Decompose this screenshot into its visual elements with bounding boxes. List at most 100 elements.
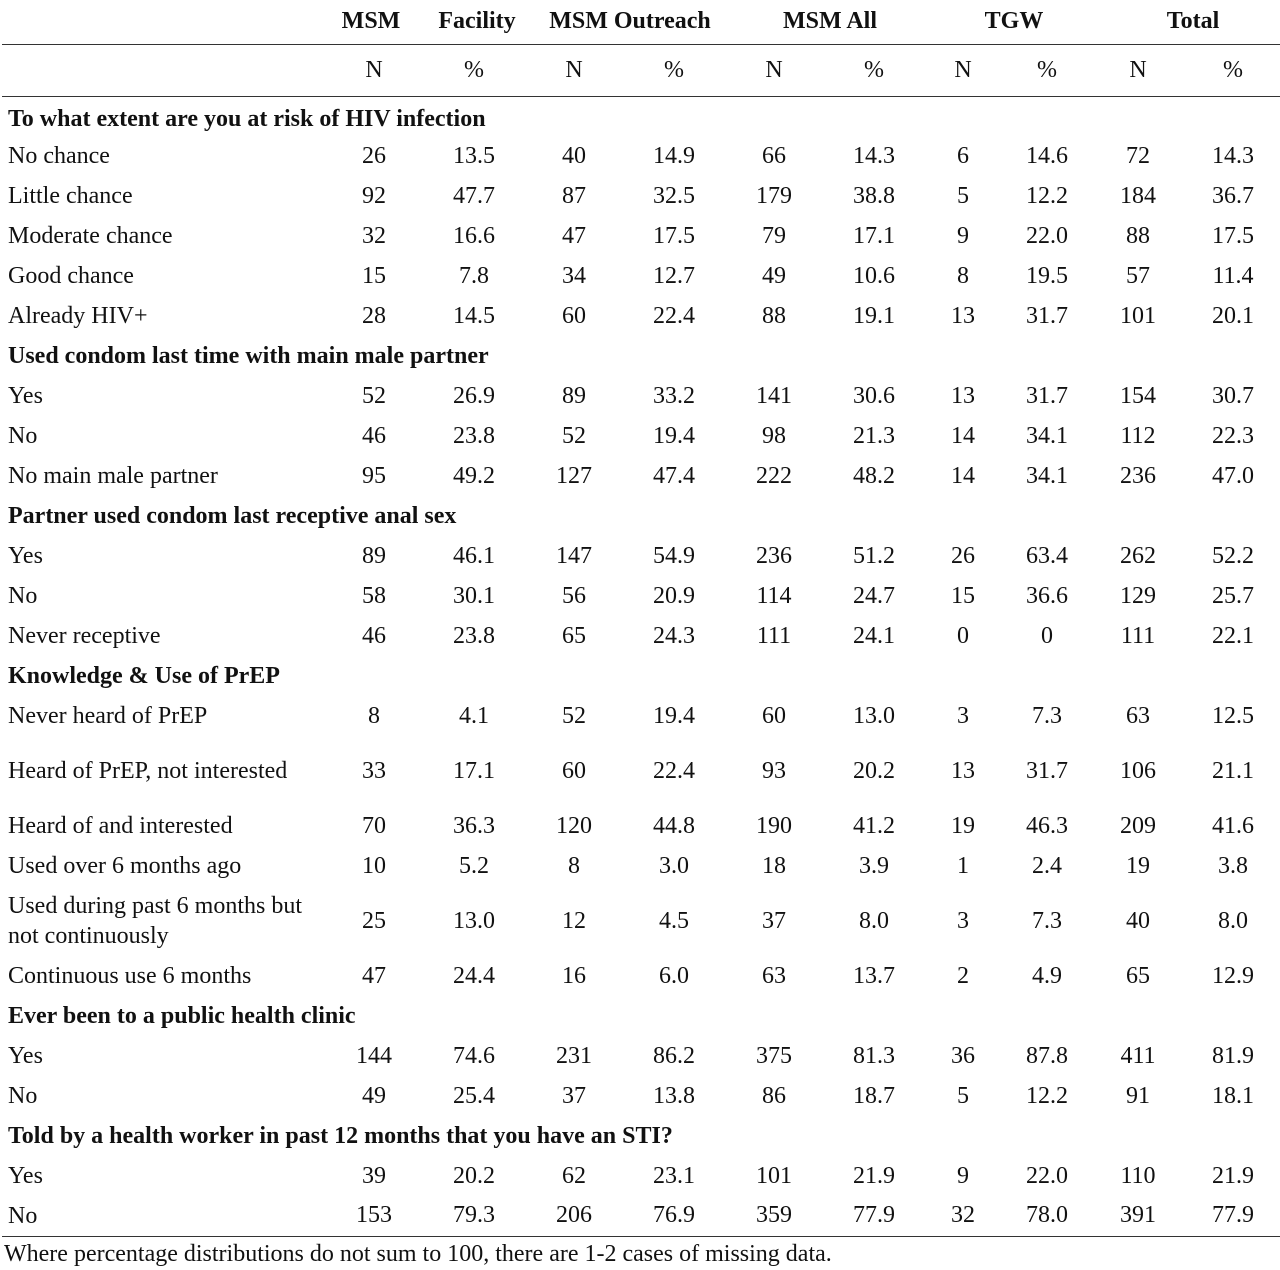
percent-cell: 51.2 xyxy=(853,542,895,569)
percent-cell: 7.8 xyxy=(459,262,489,289)
percent-cell: 5.2 xyxy=(459,852,489,879)
row-label: Yes xyxy=(8,543,43,569)
percent-cell: 23.8 xyxy=(453,422,495,449)
count-cell: 3 xyxy=(957,702,969,729)
header-tgw: TGW xyxy=(930,0,1098,45)
row-label: No xyxy=(8,583,38,609)
percent-cell: 2.4 xyxy=(1032,852,1062,879)
percent-cell: 6.0 xyxy=(659,962,689,989)
count-cell: 129 xyxy=(1120,582,1156,609)
percent-cell: 10.6 xyxy=(853,262,895,289)
count-cell: 47 xyxy=(362,962,386,989)
count-cell: 14 xyxy=(951,462,975,489)
count-cell: 52 xyxy=(362,382,386,409)
count-cell: 65 xyxy=(562,622,586,649)
row-label: Already HIV+ xyxy=(8,303,148,329)
count-cell: 63 xyxy=(1126,702,1150,729)
count-cell: 154 xyxy=(1120,382,1156,409)
percent-cell: 13.5 xyxy=(453,142,495,169)
header-facility: Facility xyxy=(418,0,530,45)
percent-cell: 47.7 xyxy=(453,182,495,209)
section-header-row: Knowledge & Use of PrEP xyxy=(2,656,1280,696)
percent-cell: 14.9 xyxy=(653,142,695,169)
count-cell: 87 xyxy=(562,182,586,209)
count-cell: 112 xyxy=(1120,422,1156,449)
header-total: Total xyxy=(1098,0,1280,45)
section-header-row: To what extent are you at risk of HIV in… xyxy=(2,96,1280,136)
percent-cell: 22.3 xyxy=(1212,422,1254,449)
percent-cell: 22.1 xyxy=(1212,622,1254,649)
row-label: Yes xyxy=(8,1163,43,1189)
count-cell: 60 xyxy=(562,757,586,784)
table-row: Heard of and interested 70 36.3 120 44.8 190 4… xyxy=(2,806,1280,846)
count-cell: 40 xyxy=(562,142,586,169)
percent-cell: 36.7 xyxy=(1212,182,1254,209)
percent-cell: 32.5 xyxy=(653,182,695,209)
count-cell: 60 xyxy=(762,702,786,729)
percent-cell: 47.4 xyxy=(653,462,695,489)
percent-cell: 14.5 xyxy=(453,302,495,329)
percent-cell: 31.7 xyxy=(1026,382,1068,409)
count-cell: 231 xyxy=(556,1042,592,1069)
percent-cell: 24.4 xyxy=(453,962,495,989)
percent-cell: 77.9 xyxy=(1178,1196,1280,1237)
subheader-percent: % xyxy=(618,44,730,97)
percent-cell: 20.9 xyxy=(653,582,695,609)
row-label: No chance xyxy=(8,143,110,169)
percent-cell: 8.0 xyxy=(1218,907,1248,934)
header-blank-cell xyxy=(2,0,330,45)
percent-cell: 22.4 xyxy=(653,302,695,329)
count-cell: 18 xyxy=(762,852,786,879)
count-cell: 46 xyxy=(362,622,386,649)
percent-cell: 17.1 xyxy=(853,222,895,249)
percent-cell: 17.5 xyxy=(653,222,695,249)
count-cell: 5 xyxy=(957,1082,969,1109)
count-cell: 89 xyxy=(362,542,386,569)
section-header-row: Ever been to a public health clinic xyxy=(2,996,1280,1036)
count-cell: 111 xyxy=(1120,622,1156,649)
count-cell: 8 xyxy=(368,702,380,729)
count-cell: 9 xyxy=(957,1162,969,1189)
count-cell: 16 xyxy=(562,962,586,989)
subheader-percent: % xyxy=(818,44,930,97)
percent-cell: 77.9 xyxy=(818,1196,930,1237)
count-cell: 91 xyxy=(1126,1082,1150,1109)
subheader-n: N xyxy=(930,44,996,97)
percent-cell: 25.7 xyxy=(1212,582,1254,609)
table-row: Never receptive 46 23.8 65 24.3 111 24.1 0 0 111 2… xyxy=(2,616,1280,656)
percent-cell: 24.3 xyxy=(653,622,695,649)
count-cell: 15 xyxy=(951,582,975,609)
count-cell: 56 xyxy=(562,582,586,609)
percent-cell: 52.2 xyxy=(1212,542,1254,569)
subheader-n: N xyxy=(330,44,418,97)
count-cell: 58 xyxy=(362,582,386,609)
percent-cell: 87.8 xyxy=(1026,1042,1068,1069)
count-cell: 236 xyxy=(756,542,792,569)
table-row: No main male partner 95 49.2 127 47.4 222 48.2… xyxy=(2,456,1280,496)
table-row: Heard of PrEP, not interested 33 17.1 60 22.… xyxy=(2,736,1280,806)
count-cell: 52 xyxy=(562,422,586,449)
subheader-n: N xyxy=(530,44,618,97)
percent-cell: 14.3 xyxy=(1212,142,1254,169)
count-cell: 144 xyxy=(356,1042,392,1069)
count-cell: 49 xyxy=(362,1082,386,1109)
row-label: Used over 6 months ago xyxy=(8,853,242,879)
count-cell: 411 xyxy=(1120,1042,1156,1069)
percent-cell: 34.1 xyxy=(1026,462,1068,489)
percent-cell: 22.4 xyxy=(653,757,695,784)
subheader-percent: % xyxy=(996,44,1098,97)
table-row: Used over 6 months ago 10 5.2 8 3.0 18 3.9 1 2.4… xyxy=(2,846,1280,886)
table-row: No chance 26 13.5 40 14.9 66 14.3 6 14.6 72 14.3 xyxy=(2,136,1280,176)
percent-cell: 13.0 xyxy=(453,907,495,934)
percent-cell: 17.1 xyxy=(453,757,495,784)
percent-cell: 19.4 xyxy=(653,702,695,729)
percent-cell: 3.0 xyxy=(659,852,689,879)
percent-cell: 24.1 xyxy=(853,622,895,649)
table-row: Moderate chance 32 16.6 47 17.5 79 17.1 9 22.0 88… xyxy=(2,216,1280,256)
percent-cell: 41.6 xyxy=(1212,812,1254,839)
percent-cell: 30.7 xyxy=(1212,382,1254,409)
percent-cell: 11.4 xyxy=(1212,262,1254,289)
subheader-percent: % xyxy=(1178,44,1280,97)
count-cell: 28 xyxy=(362,302,386,329)
percent-cell: 46.3 xyxy=(1026,812,1068,839)
